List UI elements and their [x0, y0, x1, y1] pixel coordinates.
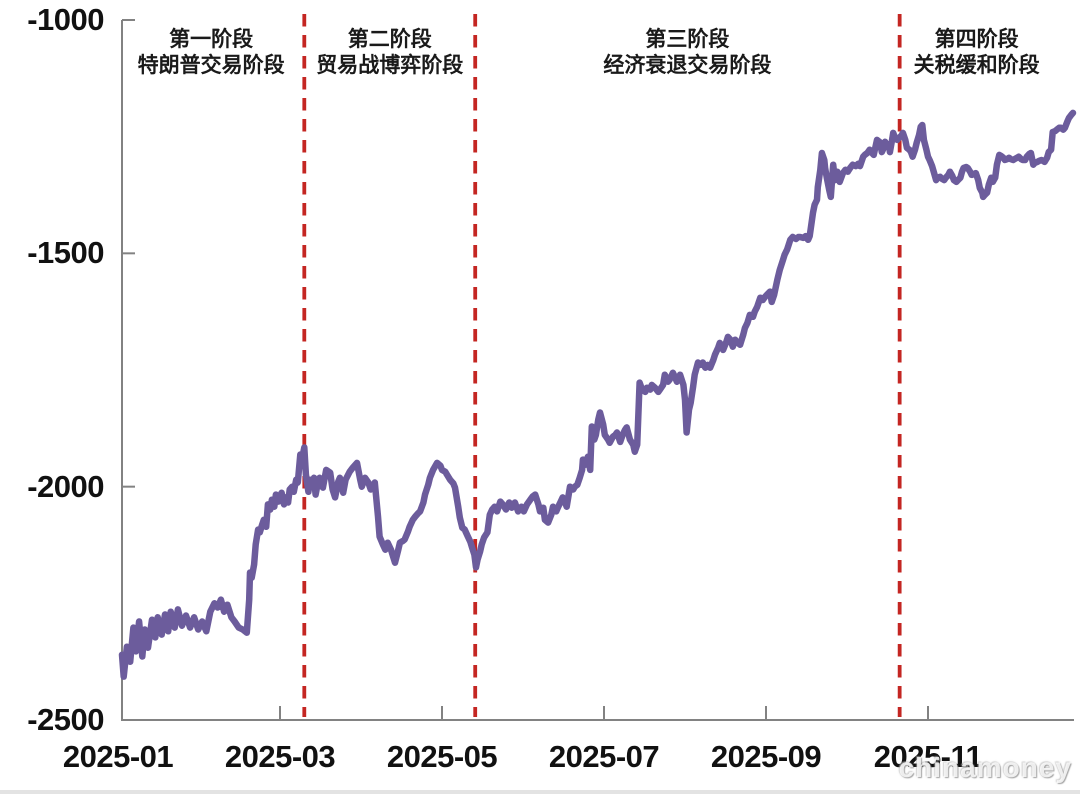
phase-label: 第二阶段 贸易战博弈阶段 — [230, 26, 550, 78]
x-axis-label: 2025-09 — [710, 739, 822, 774]
x-axis-label: 2025-01 — [62, 739, 174, 774]
bottom-edge-divider — [0, 790, 1080, 794]
y-axis-label: -2500 — [27, 702, 104, 737]
x-axis-label: 2025-07 — [548, 739, 660, 774]
y-axis-label: -2000 — [27, 468, 104, 504]
phase-label-line2: 贸易战博弈阶段 — [316, 53, 464, 77]
y-axis-label: -1500 — [27, 235, 104, 271]
data-line — [118, 109, 1077, 680]
phase-label-line2: 特朗普交易阶段 — [137, 53, 285, 77]
x-axis-label: 2025-11 — [873, 739, 983, 774]
phase-label-line1: 第二阶段 — [347, 27, 432, 51]
phase-label: 第三阶段 经济衰退交易阶段 — [527, 26, 847, 78]
phase-label-line2: 经济衰退交易阶段 — [603, 53, 772, 77]
axis-frame — [121, 20, 1074, 721]
phase-label-line2: 关税缓和阶段 — [913, 53, 1040, 77]
phase-label-line1: 第四阶段 — [934, 27, 1019, 51]
phase-label: 第一阶段 特朗普交易阶段 — [51, 26, 371, 78]
x-axis-label: 2025-05 — [386, 739, 498, 774]
watermark: chinamoney — [898, 752, 1072, 783]
x-axis-label: 2025-03 — [224, 739, 336, 774]
phase-label: 第四阶段 关税缓和阶段 — [817, 26, 1080, 78]
y-axis-label: -1000 — [27, 2, 104, 37]
phase-label-line1: 第三阶段 — [645, 27, 730, 51]
phase-label-line1: 第一阶段 — [169, 27, 254, 51]
